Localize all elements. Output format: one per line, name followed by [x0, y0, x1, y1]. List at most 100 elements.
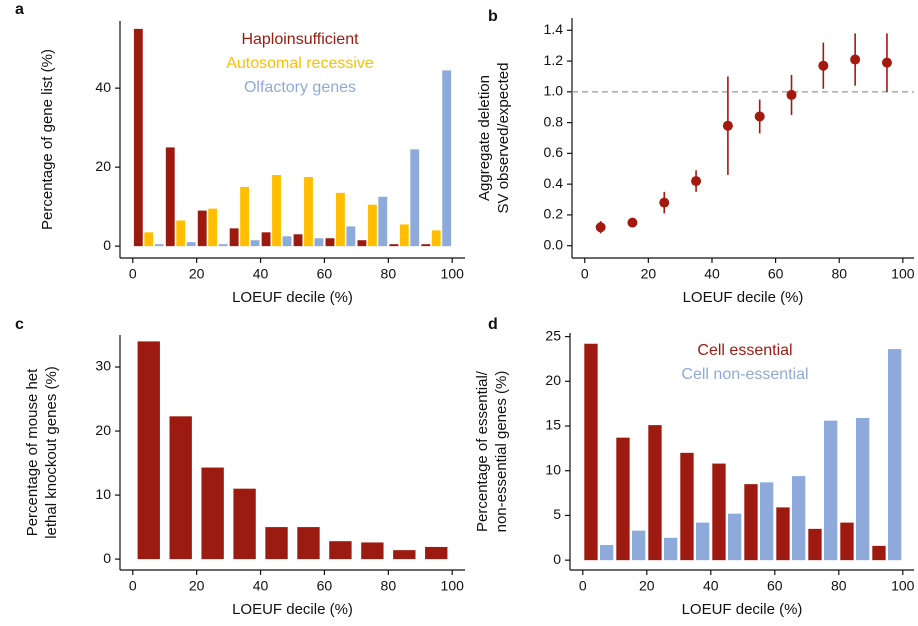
bar [240, 186, 250, 247]
x-axis-label: LOEUF decile (%) [682, 601, 803, 618]
bar [297, 527, 320, 560]
y-tick-label: 5 [553, 506, 561, 522]
bar [421, 244, 431, 247]
y-axis-label: SV observed/expected [495, 63, 512, 214]
point [818, 60, 829, 71]
y-tick-label: 20 [95, 158, 111, 174]
y-tick-label: 0.4 [544, 175, 564, 191]
legend-entry: Autosomal recessive [226, 55, 374, 72]
legend-entry: Haploinsufficient [241, 31, 359, 48]
x-tick-label: 80 [831, 266, 847, 282]
bar [346, 226, 356, 247]
x-tick-label: 20 [641, 266, 657, 282]
x-tick-label: 60 [317, 578, 333, 594]
x-tick-label: 40 [253, 266, 269, 282]
x-tick-label: 20 [639, 578, 655, 594]
x-tick-label: 0 [579, 578, 587, 594]
point [786, 89, 797, 100]
bar [680, 452, 694, 561]
x-tick-label: 100 [441, 266, 465, 282]
bar [727, 513, 742, 561]
bar [137, 341, 160, 560]
bar [329, 541, 352, 560]
bar [201, 467, 224, 560]
legend-entry: Olfactory genes [244, 79, 356, 96]
bar [176, 220, 186, 247]
x-tick-label: 100 [891, 578, 915, 594]
y-axis-label: Percentage of mouse het [24, 368, 41, 536]
bar [776, 507, 790, 561]
x-tick-label: 60 [767, 578, 783, 594]
y-tick-label: 20 [545, 372, 561, 388]
y-tick-label: 25 [545, 327, 561, 343]
bar [599, 544, 614, 561]
y-tick-label: 0.6 [544, 144, 564, 160]
point [881, 57, 892, 68]
bar [261, 232, 271, 247]
panel-label: b [488, 8, 498, 25]
y-tick-label: 0 [553, 551, 561, 567]
y-tick-label: 40 [95, 79, 111, 95]
panel-label: a [15, 1, 24, 18]
bar [144, 232, 154, 247]
x-tick-label: 80 [831, 578, 847, 594]
point [754, 111, 765, 122]
x-tick-label: 80 [381, 578, 397, 594]
bar [431, 230, 441, 247]
bar [282, 236, 292, 247]
bar [186, 242, 196, 247]
x-tick-label: 0 [581, 266, 589, 282]
y-tick-label: 0.0 [544, 236, 564, 252]
x-tick-label: 40 [704, 266, 720, 282]
point [850, 54, 861, 65]
bar [250, 240, 260, 247]
x-axis-label: LOEUF decile (%) [232, 289, 353, 306]
y-tick-label: 20 [95, 422, 111, 438]
y-axis-label: lethal knockout genes (%) [43, 366, 60, 539]
bar [314, 238, 324, 247]
x-tick-label: 80 [381, 266, 397, 282]
bar [304, 177, 313, 247]
x-tick-label: 40 [703, 578, 719, 594]
bar [791, 476, 806, 561]
bar [165, 147, 175, 247]
bar [712, 463, 726, 561]
legend-entry: Cell essential [697, 342, 792, 359]
bar [265, 527, 288, 560]
y-tick-label: 10 [545, 461, 561, 477]
y-tick-label: 1.4 [544, 21, 564, 37]
y-tick-label: 10 [95, 486, 111, 502]
bar [616, 437, 630, 561]
bar [325, 238, 335, 247]
point [659, 197, 670, 208]
bar [840, 522, 854, 561]
bar [410, 149, 420, 247]
x-tick-label: 0 [129, 266, 137, 282]
x-tick-label: 20 [189, 578, 205, 594]
y-tick-label: 0 [103, 237, 111, 253]
y-tick-label: 1.0 [544, 83, 564, 99]
y-tick-label: 30 [95, 358, 111, 374]
bar [663, 537, 678, 561]
y-axis-label: non-essential genes (%) [493, 371, 510, 533]
y-tick-label: 1.2 [544, 52, 564, 68]
y-axis-label: Aggregate deletion [476, 75, 493, 201]
x-axis-label: LOEUF decile (%) [232, 601, 353, 618]
point [722, 120, 733, 131]
bar [425, 546, 448, 560]
bar [197, 210, 207, 247]
bar [169, 416, 192, 560]
bar [584, 343, 598, 561]
bar [887, 349, 902, 561]
bar [335, 192, 345, 247]
point [627, 217, 638, 228]
bar [823, 420, 838, 561]
y-tick-label: 0.8 [544, 113, 564, 129]
bar [361, 542, 384, 560]
x-axis-label: LOEUF decile (%) [683, 289, 804, 306]
panel-label: d [488, 316, 498, 333]
bar [695, 522, 710, 561]
bar [357, 240, 367, 247]
bar [378, 196, 388, 247]
